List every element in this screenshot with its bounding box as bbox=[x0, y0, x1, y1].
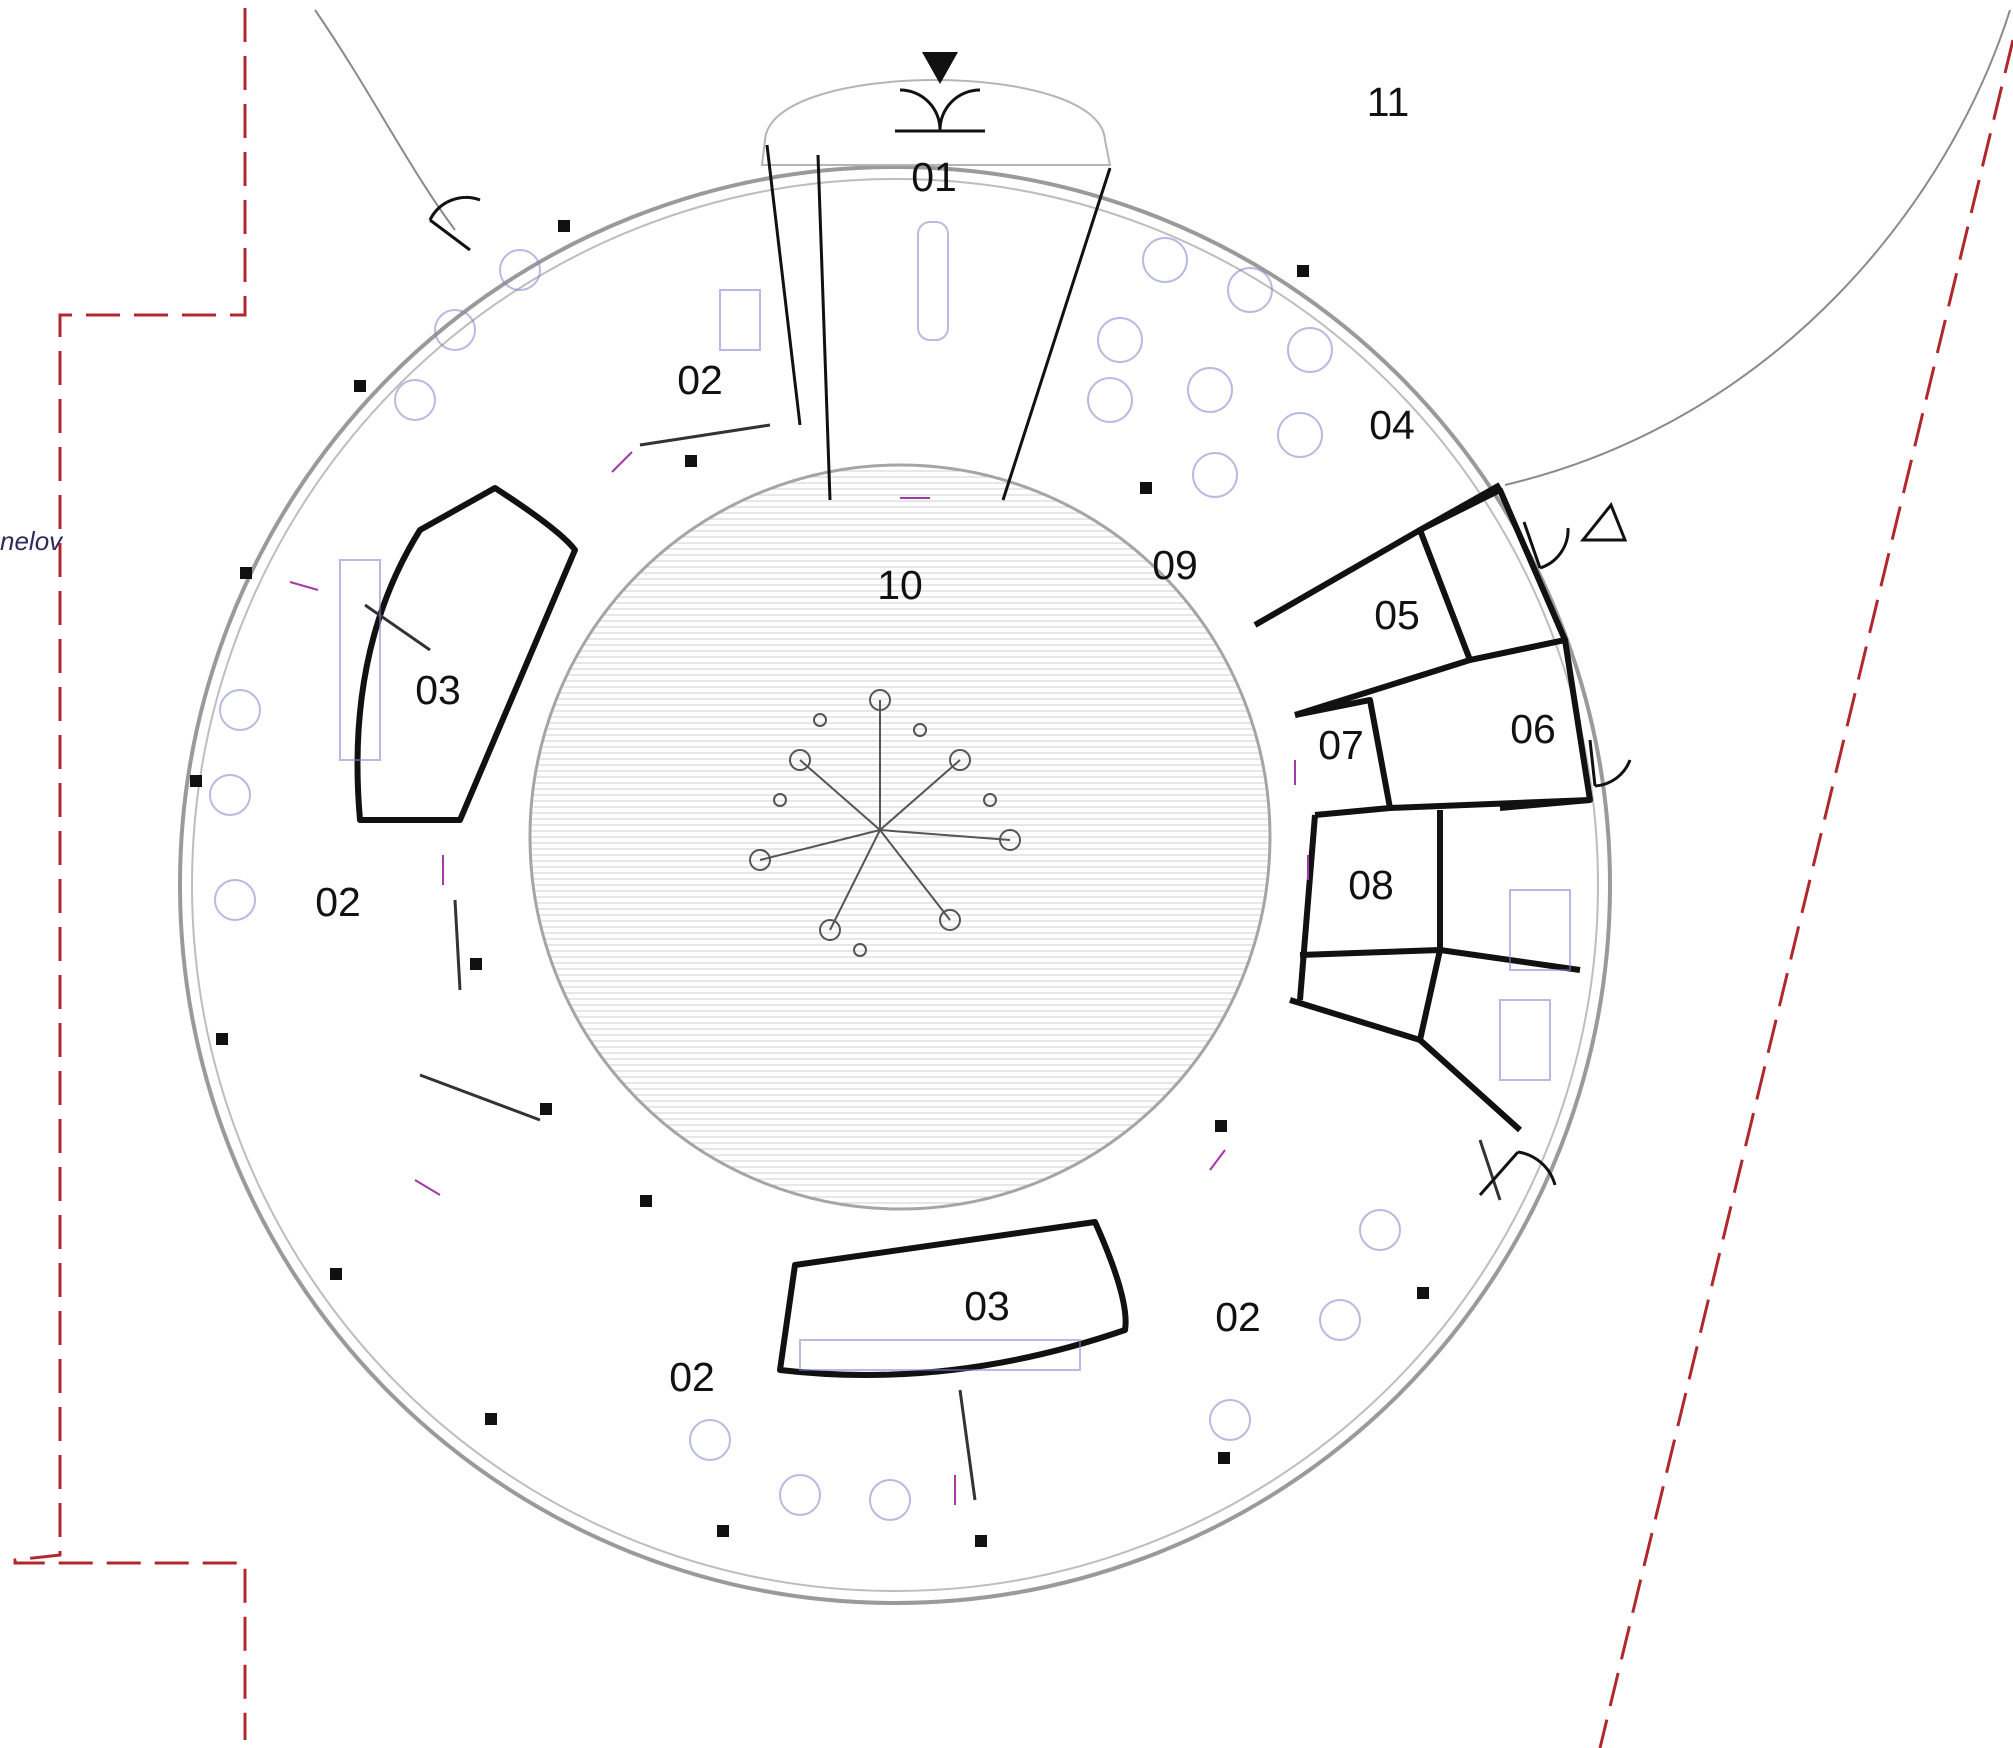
room-label-04: 04 bbox=[1369, 402, 1415, 448]
room-label-10: 10 bbox=[877, 562, 923, 608]
room-label-08: 08 bbox=[1348, 862, 1394, 908]
side-doors bbox=[428, 195, 1632, 1196]
room-label-05: 05 bbox=[1374, 592, 1420, 638]
plot-boundary bbox=[13, 8, 2013, 1748]
entrance-canopy bbox=[760, 79, 1112, 166]
room-label-09: 09 bbox=[1152, 542, 1198, 588]
room-label-06: 06 bbox=[1510, 706, 1556, 752]
secondary-entrance-icon bbox=[1579, 502, 1628, 542]
room-label-01: 01 bbox=[911, 154, 957, 200]
entrance-door bbox=[895, 88, 985, 133]
partition-walls bbox=[364, 423, 1502, 1501]
room-label-11: 11 bbox=[1367, 79, 1410, 125]
room-labels: 01 02 02 02 02 03 03 04 05 06 07 08 09 1… bbox=[315, 79, 1556, 1400]
columns bbox=[190, 220, 1429, 1547]
furniture bbox=[209, 221, 1571, 1521]
plot-note: nelov bbox=[0, 526, 64, 556]
room-03-west-walls bbox=[354, 485, 578, 823]
room-label-03-south: 03 bbox=[964, 1283, 1010, 1329]
tree-icon bbox=[749, 689, 1021, 957]
room-label-02-south: 02 bbox=[669, 1354, 715, 1400]
courtyard bbox=[528, 463, 1272, 1211]
site-paths bbox=[314, 9, 2011, 486]
room-label-02-southeast: 02 bbox=[1215, 1294, 1261, 1340]
main-entrance-icon bbox=[922, 52, 958, 84]
entrance-corridor-walls bbox=[765, 144, 1112, 501]
room-label-02-north: 02 bbox=[677, 357, 723, 403]
service-block-walls bbox=[1253, 482, 1593, 1133]
room-label-02-west: 02 bbox=[315, 879, 361, 925]
room-label-03-west: 03 bbox=[415, 667, 461, 713]
sliding-door-arrows bbox=[289, 451, 1309, 1505]
building-outer-ring bbox=[178, 165, 1612, 1605]
room-label-07: 07 bbox=[1318, 722, 1364, 768]
room-03-south-walls bbox=[777, 1219, 1129, 1378]
